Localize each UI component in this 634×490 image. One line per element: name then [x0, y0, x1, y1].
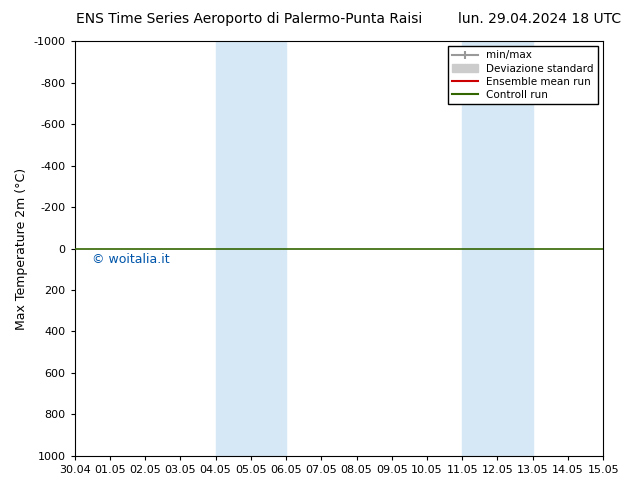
Text: ENS Time Series Aeroporto di Palermo-Punta Raisi: ENS Time Series Aeroporto di Palermo-Pun… [76, 12, 422, 26]
Y-axis label: Max Temperature 2m (°C): Max Temperature 2m (°C) [15, 168, 28, 330]
Legend: min/max, Deviazione standard, Ensemble mean run, Controll run: min/max, Deviazione standard, Ensemble m… [448, 46, 598, 104]
Bar [462, 41, 533, 456]
Bar [216, 41, 286, 456]
Text: lun. 29.04.2024 18 UTC: lun. 29.04.2024 18 UTC [458, 12, 621, 26]
Text: © woitalia.it: © woitalia.it [92, 253, 170, 267]
